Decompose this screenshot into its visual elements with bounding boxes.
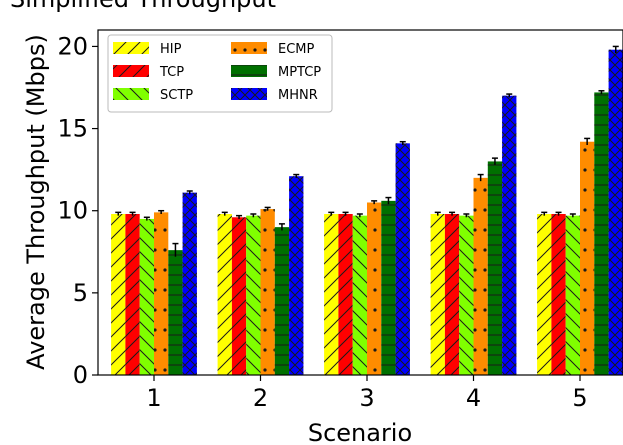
legend-swatch-hatch-ecmp — [231, 42, 267, 54]
x-axis: 1 2 3 4 5 — [146, 375, 588, 412]
legend-label-mptcp: MPTCP — [278, 65, 321, 80]
legend-swatch-hatch-mhnr — [231, 88, 267, 100]
x-tick-label: 5 — [572, 384, 587, 412]
bar-hatch-mhnr-scenario-3 — [395, 143, 410, 375]
bar-hatch-mhnr-scenario-5 — [608, 49, 623, 375]
bar-hatch-mptcp-scenario-2 — [274, 227, 290, 375]
legend-swatch-hatch-mptcp — [231, 65, 267, 77]
bar-hatch-ecmp-scenario-3 — [367, 202, 382, 375]
bar-hatch-ecmp-scenario-1 — [154, 212, 169, 375]
bar-hatch-hip-scenario-3 — [324, 214, 339, 375]
legend-label-mhnr: MHNR — [278, 88, 318, 103]
x-tick-label: 4 — [466, 384, 481, 412]
y-tick-label: 15 — [57, 115, 88, 143]
bar-groups — [111, 49, 623, 375]
legend: HIP TCP SCTP ECMP MPTCP MHNR — [107, 34, 333, 113]
bar-hatch-ecmp-scenario-5 — [580, 141, 595, 375]
bar-hatch-mhnr-scenario-4 — [502, 95, 517, 375]
bar-hatch-mptcp-scenario-4 — [487, 161, 503, 375]
bar-hatch-ecmp-scenario-4 — [473, 177, 488, 375]
bar-hatch-hip-scenario-2 — [217, 214, 232, 375]
bar-hatch-hip-scenario-5 — [537, 214, 552, 375]
bar-hatch-hip-scenario-1 — [111, 214, 126, 375]
bar-hatch-sctp-scenario-5 — [565, 215, 580, 375]
bar-hatch-tcp-scenario-3 — [338, 214, 353, 375]
bar-hatch-mhnr-scenario-1 — [182, 192, 197, 375]
legend-label-sctp: SCTP — [160, 88, 193, 103]
x-tick-label: 2 — [253, 384, 268, 412]
y-tick-label: 20 — [57, 32, 88, 60]
bar-hatch-mptcp-scenario-3 — [381, 200, 396, 375]
legend-swatch-hatch-tcp — [113, 65, 149, 77]
error-bars — [115, 45, 619, 257]
bar-hatch-hip-scenario-4 — [430, 214, 445, 375]
x-axis-label: Scenario — [308, 419, 412, 445]
bar-hatch-mhnr-scenario-2 — [289, 176, 304, 375]
legend-label-tcp: TCP — [159, 65, 184, 80]
y-axis: 0 5 10 15 20 — [57, 32, 98, 389]
bar-hatch-tcp-scenario-5 — [551, 214, 566, 375]
y-tick-label: 10 — [57, 197, 88, 225]
bar-hatch-mptcp-scenario-5 — [594, 92, 609, 375]
y-axis-label: Average Throughput (Mbps) — [22, 34, 50, 370]
bar-hatch-tcp-scenario-1 — [125, 214, 140, 375]
bar-hatch-sctp-scenario-2 — [246, 215, 261, 375]
y-tick-label: 0 — [73, 361, 88, 389]
x-tick-label: 1 — [146, 384, 161, 412]
bar-hatch-tcp-scenario-2 — [231, 217, 247, 375]
bar-hatch-sctp-scenario-4 — [459, 215, 474, 375]
x-tick-label: 3 — [359, 384, 374, 412]
plot-frame — [97, 29, 623, 376]
legend-swatch-hatch-hip — [113, 42, 149, 54]
bar-hatch-sctp-scenario-1 — [139, 218, 154, 375]
y-tick-label: 5 — [73, 279, 88, 307]
bar-hatch-mptcp-scenario-1 — [168, 250, 183, 375]
legend-label-hip: HIP — [160, 42, 182, 57]
bar-hatch-tcp-scenario-4 — [444, 214, 460, 375]
legend-swatch-hatch-sctp — [113, 88, 149, 100]
legend-box — [107, 34, 333, 113]
bar-hatch-ecmp-scenario-2 — [260, 209, 275, 375]
legend-label-ecmp: ECMP — [278, 42, 315, 57]
bar-hatch-sctp-scenario-3 — [352, 215, 367, 375]
chart-title: Simplified Throughput — [10, 0, 276, 13]
